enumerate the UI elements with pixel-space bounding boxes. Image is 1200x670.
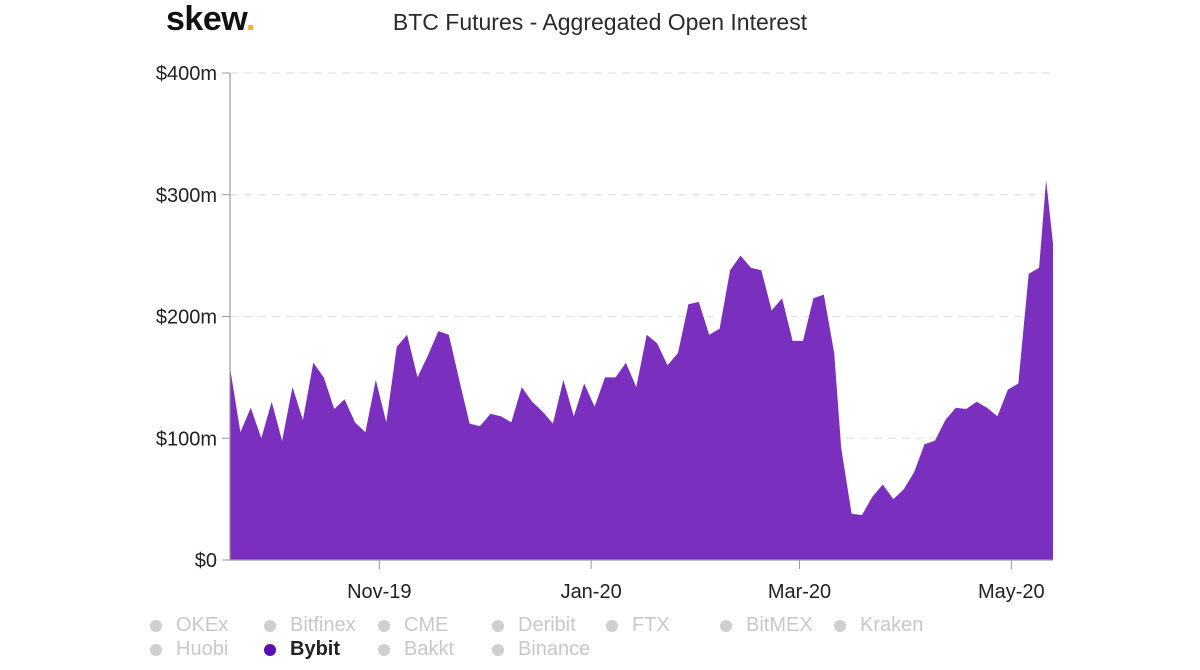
legend-label: Bakkt <box>404 638 455 660</box>
y-tick-label: $0 <box>195 550 217 572</box>
legend-dot-icon <box>378 619 390 632</box>
legend-item-cme[interactable]: CME <box>378 614 448 637</box>
x-tick-label: Mar-20 <box>768 581 831 603</box>
legend-label: Kraken <box>860 614 924 636</box>
y-tick-label: $100m <box>156 428 217 450</box>
legend-item-okex[interactable]: OKEx <box>150 614 228 637</box>
series-area-bybit <box>230 180 1053 560</box>
legend-dot-icon <box>150 619 162 632</box>
legend-label: Huobi <box>176 638 229 660</box>
x-tick-label: Jan-20 <box>561 581 622 603</box>
legend-item-ftx[interactable]: FTX <box>606 614 670 637</box>
legend-label: Binance <box>518 638 591 660</box>
legend-item-kraken[interactable]: Kraken <box>834 614 923 637</box>
legend-dot-icon <box>720 619 732 632</box>
legend-item-deribit[interactable]: Deribit <box>492 614 576 637</box>
legend-dot-icon <box>264 643 276 656</box>
legend-item-bybit[interactable]: Bybit <box>264 638 340 661</box>
legend-label: CME <box>404 614 449 636</box>
legend-label: Deribit <box>518 614 576 636</box>
legend-label: BitMEX <box>746 614 813 636</box>
y-tick-label: $400m <box>156 63 217 85</box>
legend-dot-icon <box>378 643 390 656</box>
chart-title: BTC Futures - Aggregated Open Interest <box>392 9 808 35</box>
legend-item-binance[interactable]: Binance <box>492 638 590 661</box>
legend-item-huobi[interactable]: Huobi <box>150 638 228 661</box>
legend-item-bakkt[interactable]: Bakkt <box>378 638 454 661</box>
legend-label: OKEx <box>176 614 229 636</box>
legend-label: FTX <box>632 614 670 636</box>
legend-item-bitmex[interactable]: BitMEX <box>720 614 813 637</box>
y-tick-label: $200m <box>156 307 217 329</box>
y-tick-label: $300m <box>156 185 217 207</box>
legend-dot-icon <box>150 643 162 656</box>
legend-dot-icon <box>492 643 504 656</box>
legend-dot-icon <box>606 619 618 632</box>
x-tick-label: Nov-19 <box>347 581 411 603</box>
skew-logo: skew. <box>166 0 255 38</box>
legend-label: Bitfinex <box>290 614 356 636</box>
chart-svg: $0 $100m $200m $300m $400m Nov-19 Jan-20 Mar-20… <box>156 63 1053 603</box>
legend-label: Bybit <box>290 638 340 660</box>
x-tick-label: May-20 <box>978 581 1045 603</box>
legend-dot-icon <box>264 619 276 632</box>
legend-dot-icon <box>834 619 846 632</box>
legend-item-bitfinex[interactable]: Bitfinex <box>264 614 356 637</box>
legend-dot-icon <box>492 619 504 632</box>
